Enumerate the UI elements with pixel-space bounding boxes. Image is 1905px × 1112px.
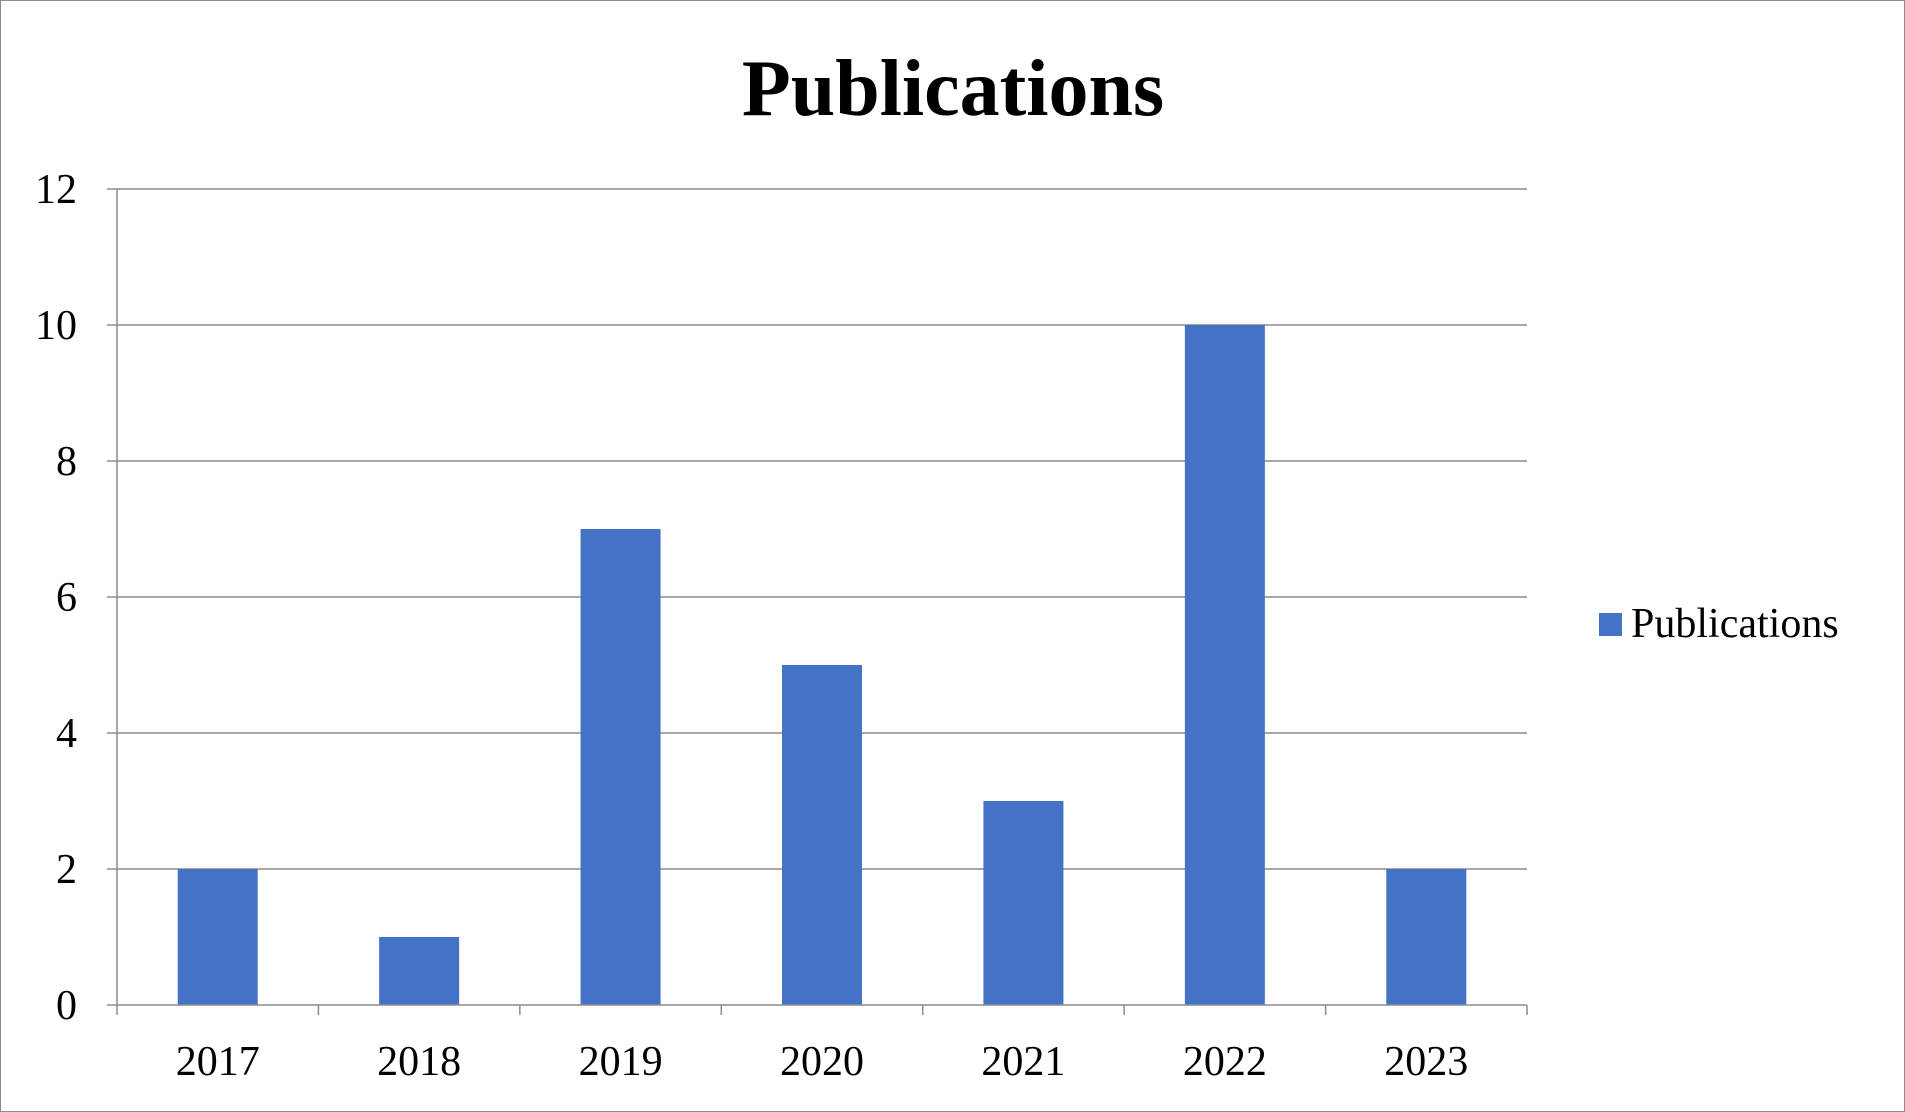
- legend-label-publications: Publications: [1631, 601, 1839, 647]
- x-tick-label-2022: 2022: [1183, 1039, 1267, 1085]
- x-tick-label-2020: 2020: [780, 1039, 864, 1085]
- bar-2017: [177, 869, 258, 1005]
- x-tick-label-2019: 2019: [579, 1039, 663, 1085]
- bar-2018: [379, 937, 460, 1005]
- axes: [116, 189, 1528, 1015]
- bar-2020: [782, 665, 862, 1005]
- x-tick-label-2023: 2023: [1384, 1039, 1468, 1085]
- y-tick-label-8: 8: [56, 439, 77, 485]
- x-tick-labels: 2017 2018 2019 2020 2021 2022 2023: [176, 1039, 1469, 1085]
- y-tick-label-6: 6: [56, 575, 77, 621]
- bar-2019: [580, 529, 661, 1005]
- bar-2023: [1386, 869, 1467, 1005]
- y-tick-label-0: 0: [56, 983, 77, 1029]
- x-tick-label-2021: 2021: [981, 1039, 1065, 1085]
- legend-swatch-publications: [1599, 613, 1622, 636]
- x-tick-label-2018: 2018: [377, 1039, 461, 1085]
- y-tick-label-10: 10: [35, 303, 77, 349]
- bar-2022: [1184, 325, 1265, 1005]
- legend: Publications: [1599, 601, 1839, 647]
- y-tick-labels: 0 2 4 6 8 10 12: [35, 167, 77, 1029]
- x-tick-label-2017: 2017: [176, 1039, 260, 1085]
- chart-title: Publications: [742, 45, 1164, 133]
- bars: [177, 325, 1467, 1005]
- y-tick-label-12: 12: [35, 167, 77, 213]
- gridlines: [107, 188, 1527, 1006]
- y-tick-label-2: 2: [56, 847, 77, 893]
- bar-2021: [983, 801, 1064, 1005]
- y-tick-label-4: 4: [56, 711, 77, 757]
